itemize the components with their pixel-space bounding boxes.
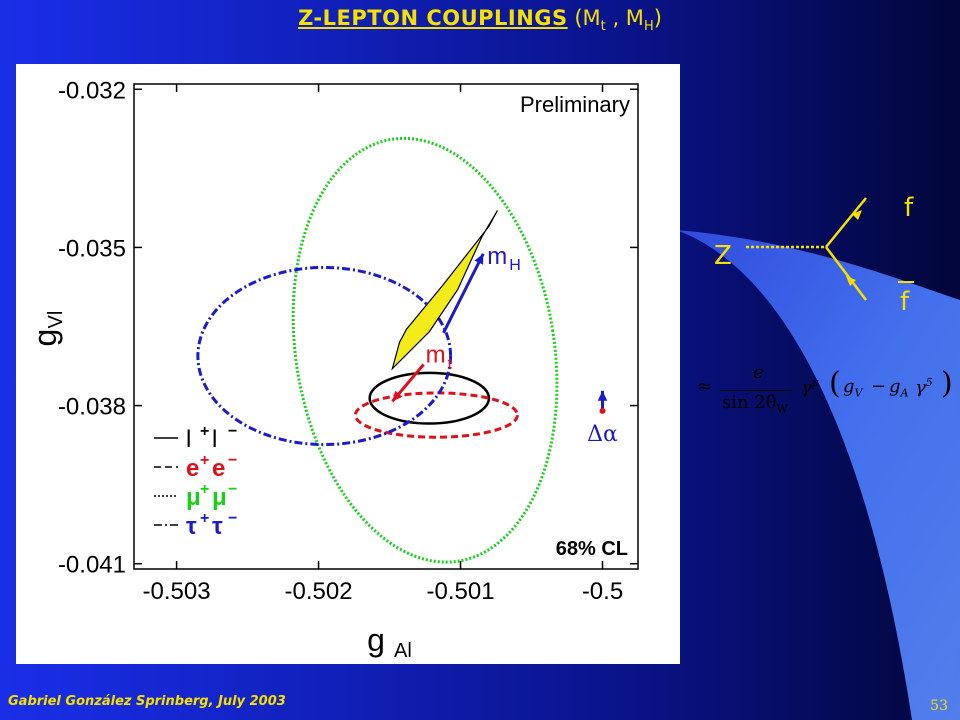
y-axis-label: g bbox=[27, 329, 63, 347]
paren-open: ( bbox=[829, 366, 841, 401]
legend-sup2-1: − bbox=[228, 452, 237, 469]
x-tick-label: -0.501 bbox=[427, 578, 495, 605]
legend-label-0: l bbox=[186, 426, 191, 453]
arrow-head-2 bbox=[597, 390, 608, 401]
slide-title: Z-LEPTON COUPLINGS (Mt , MH) bbox=[0, 6, 960, 34]
annotation-preliminary: Preliminary bbox=[520, 92, 630, 117]
denominator-sub: W bbox=[776, 402, 788, 416]
title-subtitle: (Mt , MH) bbox=[574, 6, 662, 34]
fraction-bar bbox=[720, 390, 792, 391]
denominator: sin 2θW bbox=[722, 392, 788, 416]
legend-sup2-3: − bbox=[228, 510, 237, 527]
fermion-line bbox=[825, 197, 867, 248]
g-v: gV bbox=[843, 376, 862, 400]
g-a-sub: A bbox=[900, 386, 909, 400]
title-sub-suffix: ) bbox=[653, 6, 662, 30]
contour-3 bbox=[196, 265, 453, 447]
coupling-plot: -0.503 -0.502 -0.501 -0.5 -0.032 -0.035 -0.038… bbox=[16, 64, 680, 664]
antifermion-arrow-icon bbox=[846, 276, 856, 286]
x-tick-label: -0.5 bbox=[582, 578, 623, 605]
approx-sign: ≈ bbox=[697, 376, 713, 397]
arrow-label-mt-sub: t bbox=[448, 355, 453, 372]
arrow-label-mt: m bbox=[426, 341, 446, 368]
arrow-label-delta-alpha: Δα bbox=[587, 422, 618, 447]
title-sub-t: t bbox=[600, 19, 606, 35]
arrow-head-0 bbox=[474, 253, 484, 265]
mu-sup: μ bbox=[811, 376, 819, 389]
contour-2 bbox=[291, 136, 559, 564]
legend-sup1-3: + bbox=[200, 510, 209, 527]
g-a-text: g bbox=[889, 376, 901, 397]
legend-mid-0: l bbox=[212, 426, 217, 453]
legend-sup2-0: − bbox=[228, 423, 237, 440]
x-tick-label: -0.502 bbox=[285, 578, 353, 605]
gamma-mu: γμ bbox=[801, 376, 819, 398]
legend-sup2-2: − bbox=[228, 481, 237, 498]
contour-1 bbox=[353, 391, 519, 439]
x-axis-label-sub: Al bbox=[394, 640, 412, 662]
slide-number: 53 bbox=[930, 698, 948, 714]
title-sub-h: H bbox=[643, 19, 654, 35]
footer-author: Gabriel González Sprinberg, July 2003 bbox=[8, 694, 286, 709]
y-axis-label-group: gVl bbox=[27, 311, 67, 347]
arrow-shaft-0 bbox=[442, 253, 485, 334]
legend-mid-2: μ bbox=[212, 484, 227, 511]
legend-sup1-0: + bbox=[200, 423, 209, 440]
chart-svg: -0.503 -0.502 -0.501 -0.5 -0.032 -0.035 -0.038… bbox=[27, 77, 639, 662]
antifermion-line bbox=[825, 246, 867, 301]
minus-sign: − bbox=[871, 376, 887, 397]
five-sup: 5 bbox=[925, 376, 933, 389]
numerator: e bbox=[753, 362, 764, 383]
fermion-label: f bbox=[904, 193, 914, 223]
y-tick-label: -0.041 bbox=[58, 552, 126, 579]
g-v-sub: V bbox=[854, 386, 863, 400]
y-axis-label-sub: Vl bbox=[45, 311, 67, 329]
legend-mid-1: e bbox=[212, 455, 225, 482]
title-sub-mid: , M bbox=[605, 6, 644, 30]
arrow-head-1 bbox=[392, 390, 403, 402]
g-v-text: g bbox=[843, 376, 855, 397]
legend-label-3: τ bbox=[186, 513, 197, 540]
arrow-label-mh: m bbox=[487, 243, 507, 270]
fermion-arrow-icon bbox=[852, 210, 862, 220]
contour-0 bbox=[368, 371, 491, 425]
legend-label-2: μ bbox=[186, 484, 201, 511]
sm-prediction-band bbox=[391, 210, 498, 371]
paren-close: ) bbox=[941, 366, 953, 401]
arrow-label-mh-sub: H bbox=[509, 257, 521, 274]
g-a: gA bbox=[889, 376, 908, 400]
legend-sup1-1: + bbox=[200, 452, 209, 469]
delta-alpha-dot bbox=[599, 407, 606, 414]
title-main: Z-LEPTON COUPLINGS bbox=[298, 6, 568, 30]
gamma-5: γ5 bbox=[915, 376, 933, 398]
antifermion-label: f bbox=[900, 287, 910, 317]
legend-mid-3: τ bbox=[212, 513, 223, 540]
legend-label-1: e bbox=[186, 455, 199, 482]
gamma-mu-text: γ bbox=[801, 377, 812, 398]
plot-frame bbox=[133, 83, 639, 570]
y-tick-label: -0.038 bbox=[58, 394, 126, 421]
gamma-5-text: γ bbox=[915, 377, 926, 398]
boson-label: Z bbox=[714, 241, 732, 271]
y-tick-label: -0.032 bbox=[58, 77, 126, 104]
annotation-cl: 68% CL bbox=[556, 538, 628, 560]
x-tick-label: -0.503 bbox=[143, 578, 211, 605]
feynman-diagram: Z f f bbox=[714, 193, 914, 317]
legend-sup1-2: + bbox=[200, 481, 209, 498]
coupling-formula: ≈ e sin 2θW γμ ( gV − gA γ5 ) bbox=[695, 362, 955, 420]
denominator-text: sin 2θ bbox=[722, 392, 777, 413]
title-sub-prefix: (M bbox=[574, 6, 601, 30]
x-axis-label: g bbox=[367, 622, 385, 658]
y-tick-label: -0.035 bbox=[58, 235, 126, 262]
